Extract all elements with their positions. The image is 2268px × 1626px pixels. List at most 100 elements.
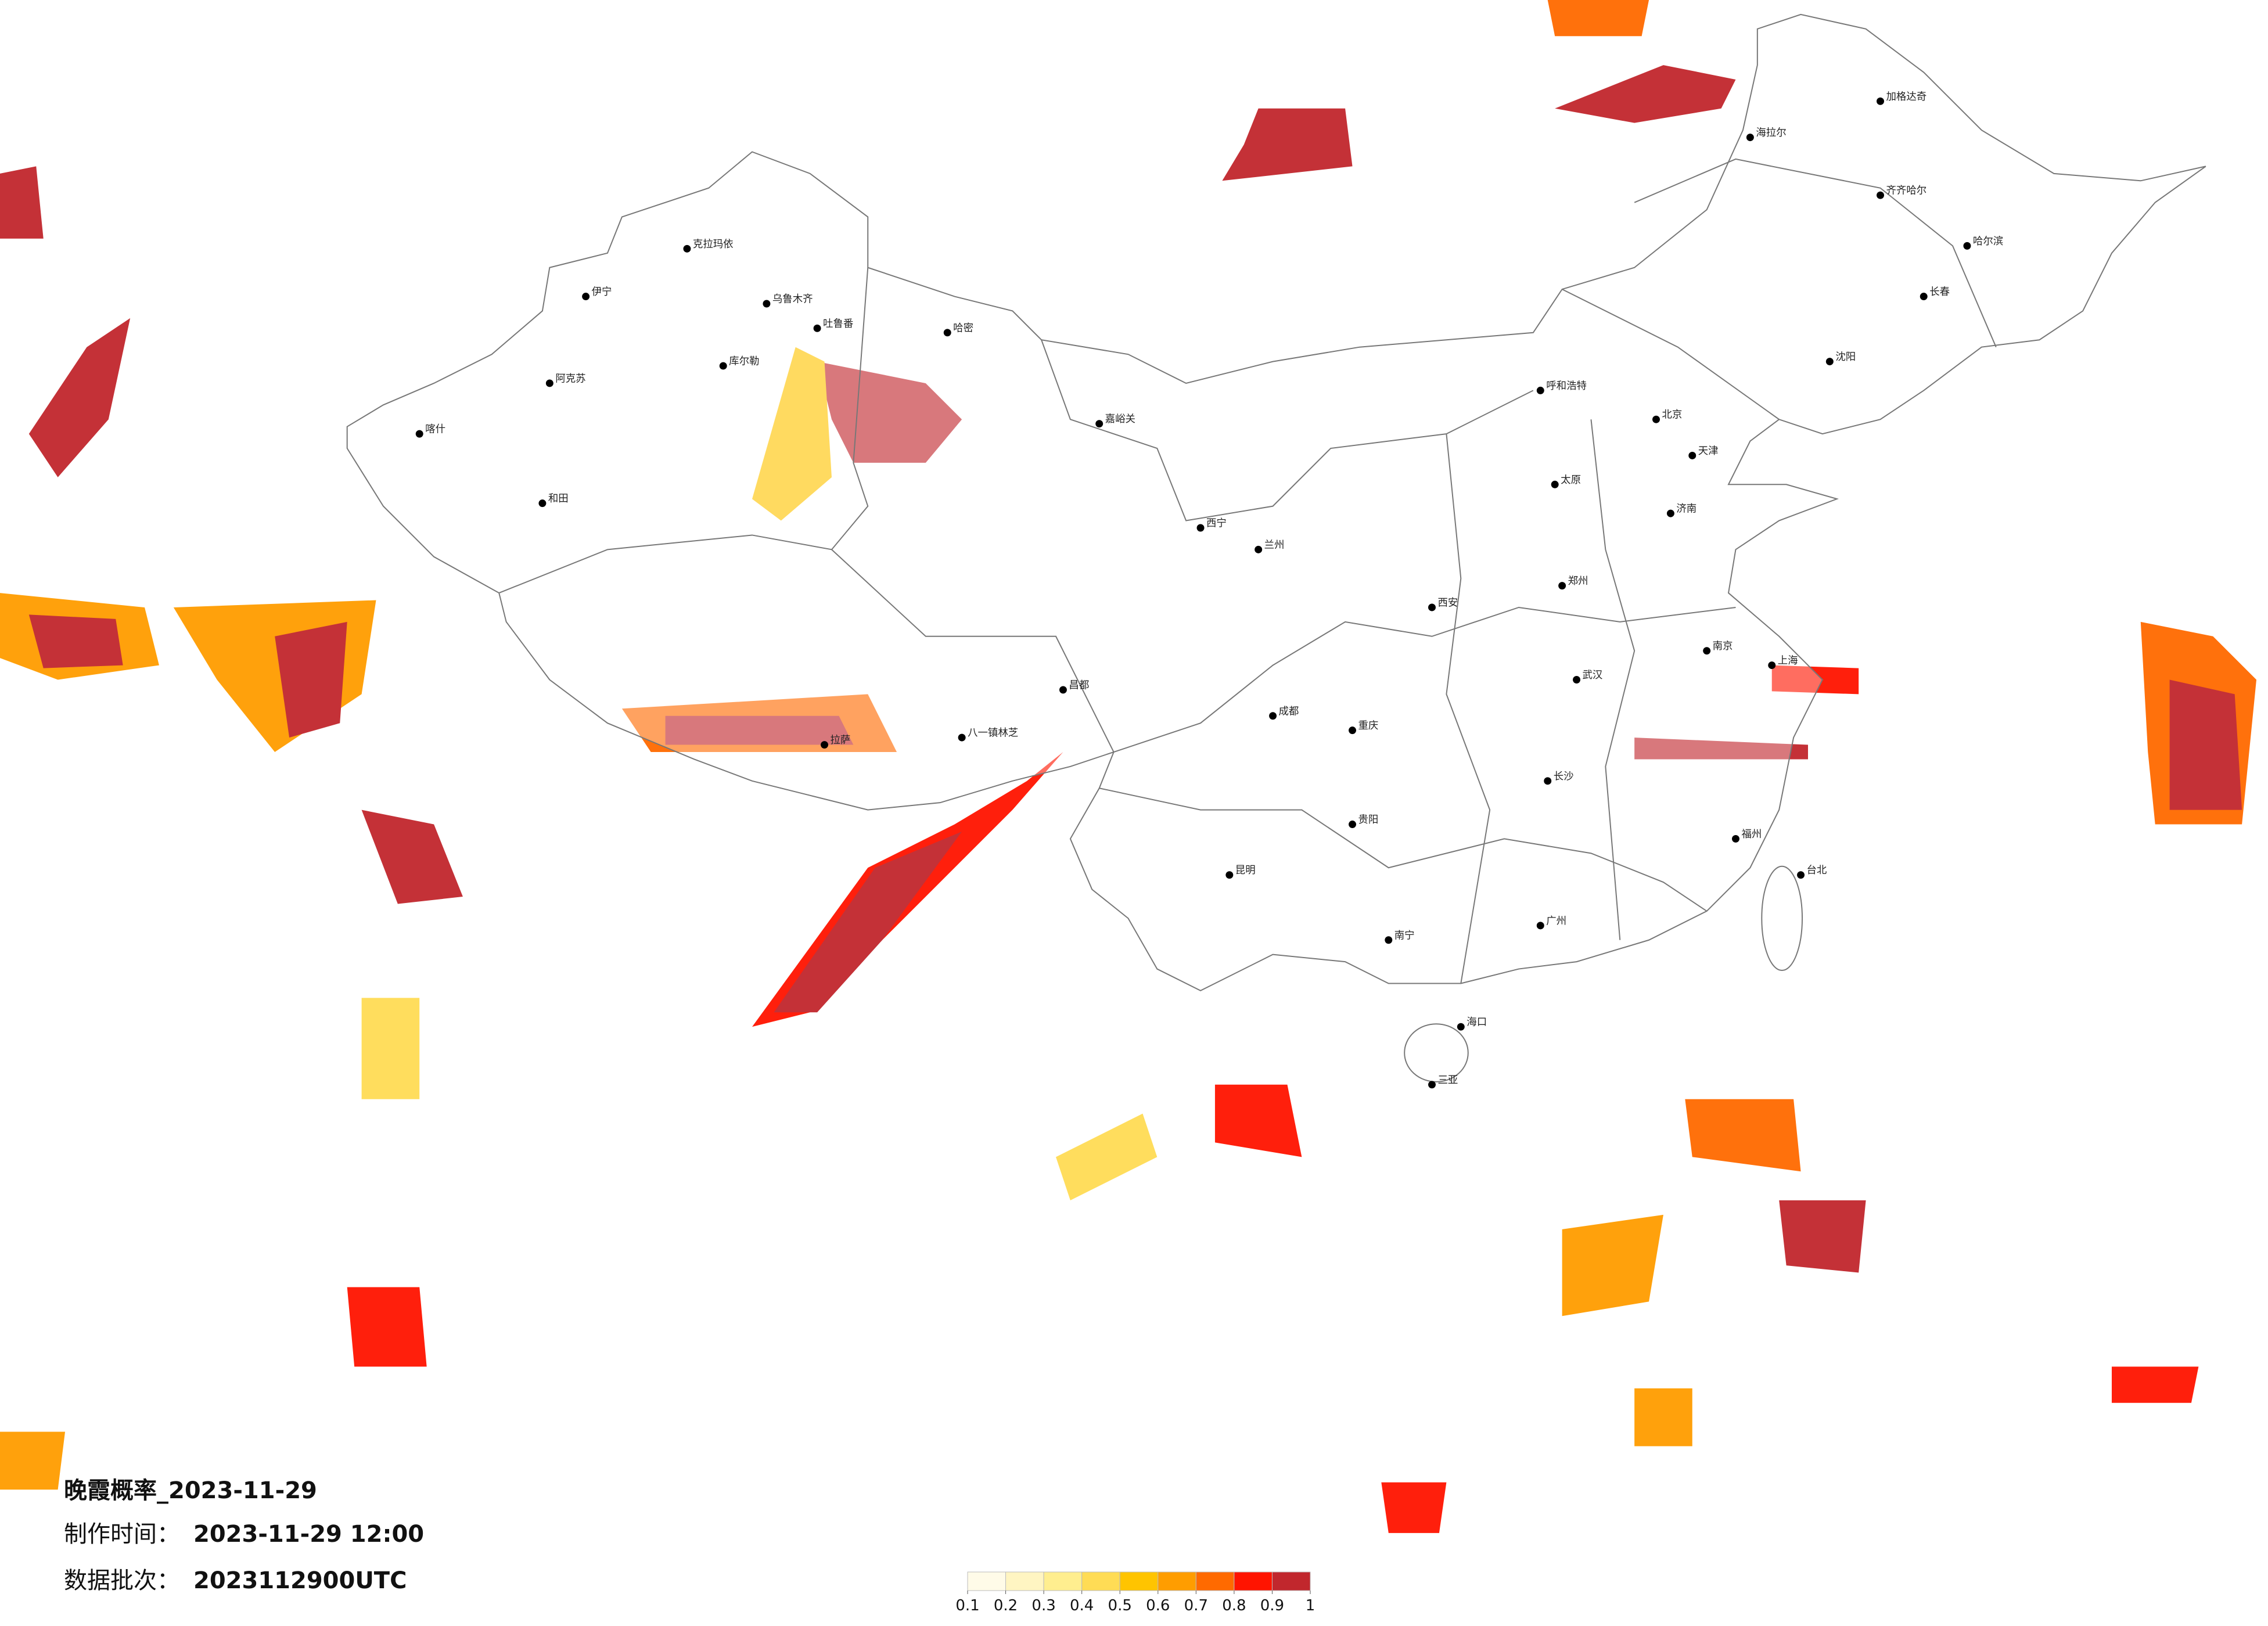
city-dot bbox=[1536, 386, 1544, 394]
city-label: 拉萨 bbox=[830, 735, 850, 746]
city-label: 阿克苏 bbox=[555, 373, 585, 384]
blob bbox=[752, 347, 832, 521]
colorbar-swatch bbox=[1005, 1571, 1044, 1591]
colorbar-tick-label: 0.1 bbox=[955, 1597, 979, 1614]
blob bbox=[774, 831, 962, 1013]
blob bbox=[1779, 1200, 1866, 1273]
colorbar-swatch bbox=[1081, 1571, 1120, 1591]
city-dot bbox=[1920, 293, 1928, 301]
city-dot bbox=[821, 741, 829, 749]
city-label: 呼和浩特 bbox=[1546, 380, 1587, 392]
city-dot bbox=[719, 362, 727, 370]
city-dot bbox=[1095, 420, 1104, 428]
colorbar-tick-label: 0.9 bbox=[1260, 1597, 1284, 1614]
city-dot bbox=[1666, 509, 1674, 517]
city-dot bbox=[1457, 1023, 1465, 1031]
colorbar-swatch bbox=[1043, 1571, 1083, 1591]
city-dot bbox=[545, 379, 553, 387]
blob bbox=[1214, 1084, 1302, 1157]
colorbar-tick-label: 0.3 bbox=[1031, 1597, 1055, 1614]
city-label: 喀什 bbox=[425, 424, 445, 436]
city-dot bbox=[1768, 661, 1776, 670]
city-label: 成都 bbox=[1279, 706, 1299, 717]
colorbar-swatch bbox=[1119, 1571, 1159, 1591]
city-label: 哈尔滨 bbox=[1973, 236, 2003, 247]
province-line bbox=[1562, 289, 1780, 420]
colorbar-tick-label: 0.8 bbox=[1222, 1597, 1246, 1614]
blob bbox=[275, 621, 347, 738]
city-label: 太原 bbox=[1561, 474, 1581, 486]
city-label: 广州 bbox=[1546, 915, 1566, 927]
province-line bbox=[1634, 158, 1997, 348]
city-dot bbox=[683, 244, 691, 253]
province-line bbox=[1590, 419, 1636, 940]
city-label: 南京 bbox=[1713, 641, 1733, 652]
colorbar-tick-label: 0.5 bbox=[1108, 1597, 1132, 1614]
blob bbox=[817, 361, 962, 463]
blob bbox=[1634, 1388, 1692, 1447]
city-label: 海口 bbox=[1467, 1017, 1487, 1028]
city-label: 郑州 bbox=[1568, 575, 1588, 587]
colorbar-tick-label: 1 bbox=[1306, 1597, 1315, 1614]
blob bbox=[0, 1431, 66, 1490]
make-time-value: 2023-11-29 12:00 bbox=[193, 1521, 424, 1548]
city-dot bbox=[958, 733, 966, 742]
colorbar-swatch bbox=[1158, 1571, 1196, 1591]
colorbar-swatch bbox=[1195, 1571, 1235, 1591]
city-label: 齐齐哈尔 bbox=[1886, 185, 1926, 197]
province-line bbox=[1099, 787, 1708, 912]
city-dot bbox=[1269, 712, 1277, 720]
city-dot bbox=[1551, 480, 1559, 488]
colorbar-swatch bbox=[1271, 1571, 1311, 1591]
city-label: 南宁 bbox=[1394, 930, 1415, 941]
hainan-outline bbox=[1404, 1023, 1469, 1082]
city-label: 西安 bbox=[1437, 597, 1458, 609]
city-dot bbox=[1797, 871, 1805, 879]
province-line bbox=[1041, 339, 1534, 521]
city-dot bbox=[1544, 777, 1552, 785]
make-time-label: 制作时间： bbox=[64, 1521, 180, 1548]
city-label: 长春 bbox=[1929, 286, 1950, 298]
city-dot bbox=[1196, 524, 1205, 532]
city-label: 兰州 bbox=[1264, 539, 1285, 551]
blob bbox=[1634, 738, 1808, 760]
city-dot bbox=[763, 300, 771, 308]
city-dot bbox=[1877, 191, 1884, 199]
blob bbox=[1381, 1482, 1447, 1533]
city-dot bbox=[1825, 358, 1834, 366]
city-label: 上海 bbox=[1778, 655, 1798, 667]
city-dot bbox=[1059, 686, 1067, 694]
city-label: 重庆 bbox=[1358, 720, 1378, 732]
city-label: 海拉尔 bbox=[1756, 127, 1786, 139]
blob bbox=[347, 1287, 427, 1367]
city-dot bbox=[1877, 97, 1884, 105]
boundaries bbox=[346, 13, 2206, 1082]
city-label: 福州 bbox=[1741, 829, 1762, 840]
city-dot bbox=[1703, 647, 1711, 655]
colorbar-swatch bbox=[967, 1571, 1007, 1591]
map-title: 晚霞概率_2023-11-29 bbox=[64, 1477, 317, 1504]
city-label: 长沙 bbox=[1554, 771, 1574, 782]
city-dot bbox=[813, 324, 821, 332]
colorbar-tick-label: 0.7 bbox=[1184, 1597, 1208, 1614]
city-label: 乌鲁木齐 bbox=[772, 294, 813, 305]
blob bbox=[1685, 1099, 1801, 1172]
blob bbox=[1547, 0, 1649, 37]
city-dot bbox=[582, 293, 590, 301]
blob bbox=[361, 998, 420, 1099]
blob bbox=[28, 318, 131, 477]
blob bbox=[1562, 1214, 1663, 1316]
city-dot bbox=[943, 329, 951, 337]
city-dot bbox=[538, 499, 547, 508]
city-dot bbox=[1349, 726, 1356, 735]
city-dot bbox=[1688, 452, 1696, 459]
city-dot bbox=[1428, 603, 1436, 611]
city-label: 伊宁 bbox=[592, 286, 612, 298]
city-dot bbox=[1349, 821, 1356, 829]
blob bbox=[0, 166, 44, 239]
city-label: 天津 bbox=[1698, 445, 1719, 457]
blob bbox=[1055, 1113, 1158, 1201]
